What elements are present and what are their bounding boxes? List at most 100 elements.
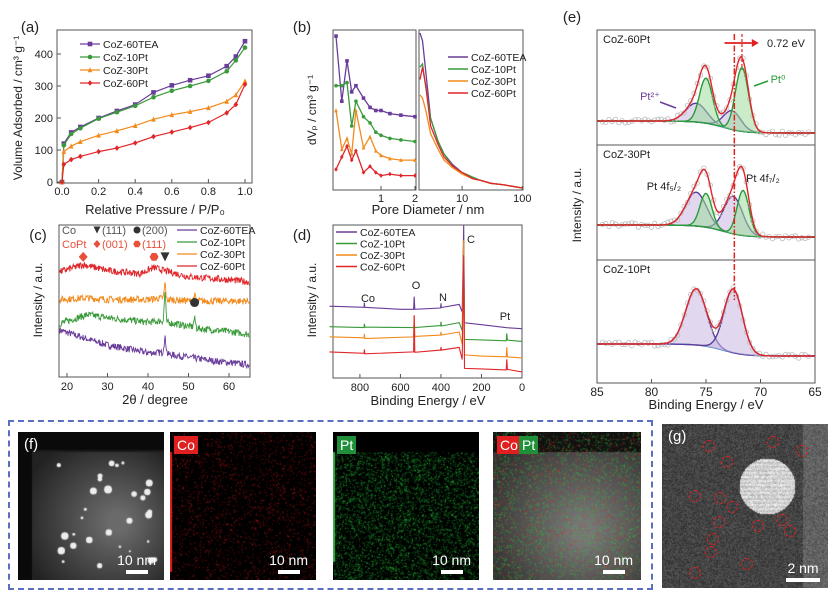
data-point [340, 83, 344, 88]
copt-111-label: (111) [142, 239, 166, 251]
data-point [132, 122, 138, 128]
raw-data-point [750, 346, 756, 352]
legend-label: CoZ-60Pt [360, 262, 405, 274]
legend-label: CoZ-60Pt [103, 78, 148, 90]
isotherm-line-CoZ-10Pt [61, 47, 246, 183]
data-point [361, 170, 366, 175]
data-point [61, 148, 67, 154]
scale-bar: 10 nm [432, 552, 471, 574]
isotherm-line-CoZ-60TEA [61, 40, 246, 183]
data-point [399, 138, 403, 142]
raw-data-point [678, 210, 684, 216]
raw-data-point [658, 342, 664, 348]
data-point [78, 153, 83, 160]
x-tick-label: 80 [645, 385, 659, 399]
x-tick-label: 50 [182, 381, 194, 393]
co-200-label: (200) [142, 225, 168, 237]
raw-data-point [802, 235, 808, 242]
x-tick-label: 30 [101, 381, 113, 393]
data-point [354, 148, 358, 154]
data-point [340, 154, 344, 160]
data-point [242, 38, 248, 44]
data-point [399, 113, 403, 117]
x-tick-label: 800 [351, 382, 369, 394]
x-tick-label: 0.6 [164, 186, 179, 198]
xps-survey-CoZ-60TEA [329, 225, 523, 330]
single-atom-circle [741, 558, 753, 570]
y-tick-label: 300 [35, 81, 53, 93]
co-111-label: (111) [102, 225, 126, 237]
peak-label-O: O [412, 280, 421, 292]
scale-bar: 10 nm [117, 552, 156, 574]
legend-label: CoZ-60TEA [103, 39, 158, 51]
data-point [151, 116, 156, 122]
single-atom-circle [726, 501, 738, 513]
component-fill-Pt0 [597, 193, 815, 237]
single-atom-circle [714, 492, 726, 504]
y-tick-label: 200 [35, 113, 53, 125]
raw-data-point [694, 287, 700, 293]
panel-label-c: (c) [29, 227, 47, 244]
isotherm-line-CoZ-30Pt [61, 80, 246, 183]
x-tick-label: 85 [590, 385, 604, 399]
legend-label: CoZ-10Pt [360, 239, 405, 251]
raw-data-point [678, 111, 684, 117]
data-point [233, 58, 239, 63]
raw-data-point [724, 105, 730, 111]
data-point [379, 108, 383, 113]
data-point [151, 90, 156, 95]
scale-label: 10 nm [269, 552, 308, 568]
single-atom-circle [784, 525, 796, 537]
x-tick-label: 70 [754, 385, 768, 399]
scale-bar: 2 nm [786, 560, 820, 582]
data-point [59, 179, 65, 185]
subplot-title: CoZ-60Pt [603, 34, 650, 46]
x-axis-label: Relative Pressure / P/P₀ [85, 202, 225, 217]
data-point [334, 108, 338, 113]
y-tick-label: 0 [47, 177, 53, 189]
y-axis-label: Volume Adsorbed / cm³ g⁻¹ [11, 36, 25, 180]
plot-frame-b-right [418, 29, 524, 191]
x-tick-label: 400 [432, 382, 450, 394]
data-point [374, 108, 378, 113]
y-axis-label: Intensity / a.u. [31, 263, 45, 338]
data-point [224, 98, 229, 104]
data-point [349, 90, 354, 94]
xrd-pattern-CoZ-30Pt [59, 282, 250, 306]
raw-data-point [626, 340, 632, 346]
peak-marker-diamond [78, 251, 88, 262]
data-point [61, 161, 67, 168]
raw-data-point [701, 165, 707, 171]
data-point [68, 131, 74, 137]
data-point [388, 171, 392, 177]
data-point [349, 124, 354, 128]
plot-frame-a [56, 29, 253, 184]
data-point [379, 173, 383, 178]
overlay-pt-tag: Pt [519, 436, 539, 454]
data-point [413, 173, 417, 178]
raw-data-point [786, 235, 792, 241]
data-point [68, 143, 74, 149]
x-tick-label: 1.0 [237, 186, 252, 198]
raw-data-point [707, 319, 713, 325]
pore-dist-line-meso-CoZ-30Pt [419, 94, 523, 189]
data-point [345, 80, 349, 85]
y-tick-label: 100 [35, 145, 53, 157]
data-point [68, 156, 74, 163]
copt-phase-label: CoPt [62, 239, 86, 251]
x-tick-label: 65 [808, 385, 822, 399]
raw-data-point [645, 340, 651, 346]
xps-survey-CoZ-60Pt [329, 255, 523, 373]
panel-label-g: (g) [668, 428, 687, 445]
plot-frame-c [58, 224, 251, 378]
data-point [368, 121, 372, 125]
x-axis-label: Pore Diameter / nm [372, 202, 485, 217]
data-point [114, 128, 120, 134]
envelope-fit [597, 287, 815, 357]
legend-marker [87, 41, 93, 47]
raw-data-point [769, 354, 776, 360]
data-point [187, 77, 193, 83]
single-atom-circle [752, 520, 764, 532]
data-point [361, 114, 366, 119]
copt-001-marker [93, 240, 101, 248]
